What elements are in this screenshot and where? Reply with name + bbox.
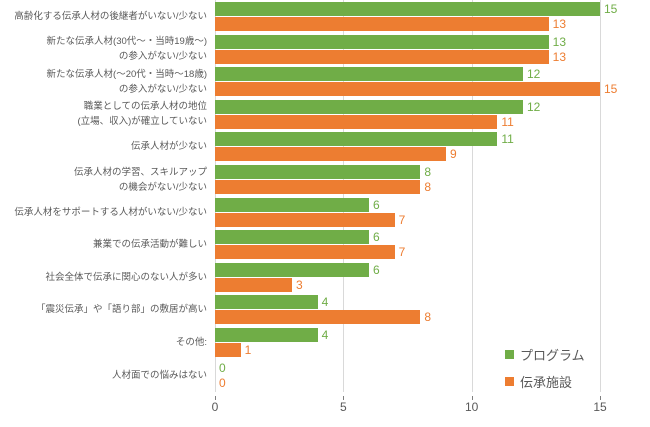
bar-program [215, 165, 421, 179]
category-label: 職業としての伝承人材の地位 (立場、収入)が確立していない [0, 100, 207, 129]
category-label-line: 兼業での伝承活動が難しい [92, 239, 207, 251]
bar-facility [215, 49, 549, 64]
category-label-line: 「震災伝承」や「語り部」の敷居が高い [35, 304, 207, 316]
bar-program [215, 2, 600, 16]
category-label: 新たな伝承人材(30代〜・当時19歳〜) の参入がない/少ない [0, 35, 207, 64]
gridline [471, 0, 473, 392]
x-tick-label: 0 [211, 400, 219, 414]
x-axis-tick [215, 396, 216, 400]
bar-program [215, 230, 369, 245]
category-label-line: の参入がない/少ない [118, 83, 207, 95]
category-label-line: 新たな伝承人材(30代〜・当時19歳〜) [46, 36, 207, 48]
value-label: 9 [450, 147, 457, 162]
legend-item-program: プログラム [505, 341, 585, 368]
value-label: 0 [219, 375, 226, 390]
value-label: 15 [604, 82, 618, 97]
value-label: 12 [527, 99, 541, 114]
value-label: 4 [321, 328, 329, 342]
category-label-line: 社会全体で伝承に関心のない人が多い [45, 271, 207, 283]
category-label-line: 伝承人材の学習、スキルアップ [73, 166, 207, 178]
bar-program [215, 67, 523, 82]
category-label-line: 職業としての伝承人材の地位 [83, 101, 207, 113]
category-label-line: 人材面での悩みはない [111, 369, 207, 381]
legend: プログラム 伝承施設 [505, 341, 585, 395]
value-label: 11 [501, 132, 514, 147]
bar-facility [215, 310, 421, 325]
gridline [343, 0, 345, 392]
value-label: 8 [424, 180, 432, 194]
bar-program [215, 34, 549, 49]
bar-facility [215, 17, 549, 31]
value-label: 11 [501, 114, 514, 129]
category-label-line: その他: [175, 337, 207, 348]
value-label: 7 [398, 212, 406, 227]
category-label: 人材面での悩みはない [0, 361, 207, 390]
value-label: 0 [219, 360, 226, 375]
bar-facility [215, 277, 292, 292]
value-label: 15 [604, 2, 618, 16]
gridline [215, 0, 216, 392]
bar-program [215, 99, 523, 114]
value-label: 4 [321, 295, 329, 310]
legend-swatch-program-icon [505, 350, 514, 359]
category-label-line: 伝承人材が少ない [130, 141, 207, 153]
value-label: 6 [373, 230, 380, 245]
bar-facility [215, 212, 395, 227]
bar-facility [215, 245, 395, 260]
x-tick-label: 15 [593, 400, 607, 414]
category-label: 「震災伝承」や「語り部」の敷居が高い [0, 295, 207, 324]
bar-program [215, 295, 318, 310]
bar-facility [215, 114, 498, 129]
category-label: 伝承人材が少ない [0, 132, 207, 161]
value-label: 1 [244, 343, 252, 357]
bar-program [215, 197, 369, 212]
bar-program [215, 262, 369, 277]
value-label: 6 [373, 197, 380, 212]
bar-facility [215, 180, 421, 194]
value-label: 8 [424, 165, 432, 179]
bar-program [215, 328, 318, 342]
legend-item-facility: 伝承施設 [505, 368, 585, 395]
value-label: 7 [398, 245, 406, 260]
bar-facility [215, 82, 600, 97]
category-label: 兼業での伝承活動が難しい [0, 230, 207, 259]
x-axis-tick [343, 396, 345, 400]
value-label: 3 [296, 277, 303, 292]
category-label-line: 高齢化する伝承人材の後継者がいない/少ない [14, 11, 207, 22]
category-label-line: 伝承人材をサポートする人材がいない/少ない [14, 206, 207, 218]
legend-swatch-facility-icon [505, 377, 514, 386]
value-label: 8 [424, 310, 432, 325]
category-label: 伝承人材をサポートする人材がいない/少ない [0, 198, 207, 227]
category-label: 新たな伝承人材(〜20代・当時〜18歳) の参入がない/少ない [0, 67, 207, 96]
bar-facility [215, 147, 446, 162]
category-label-line: 新たな伝承人材(〜20代・当時〜18歳) [46, 68, 207, 80]
category-label: 高齢化する伝承人材の後継者がいない/少ない [0, 2, 207, 31]
value-label: 6 [373, 262, 380, 277]
gridline [600, 0, 601, 392]
category-label-line: の参入がない/少ない [118, 51, 207, 63]
category-label-line: の機会がない/少ない [118, 181, 207, 193]
category-label: 社会全体で伝承に関心のない人が多い [0, 263, 207, 292]
value-label: 12 [527, 67, 541, 82]
legend-label-facility: 伝承施設 [520, 375, 573, 390]
value-label: 13 [552, 49, 567, 64]
category-label: 伝承人材の学習、スキルアップの機会がない/少ない [0, 165, 207, 194]
value-label: 13 [552, 17, 567, 31]
value-label: 13 [552, 34, 567, 49]
x-tick-label: 5 [339, 400, 347, 414]
legend-label-program: プログラム [520, 348, 585, 363]
x-axis-tick [471, 396, 473, 400]
x-tick-label: 10 [464, 400, 479, 414]
category-label-line: (立場、収入)が確立していない [77, 116, 207, 128]
category-label: その他: [0, 328, 207, 357]
bar-facility [215, 343, 241, 357]
x-axis-tick [600, 396, 601, 400]
bar-program [215, 132, 498, 147]
